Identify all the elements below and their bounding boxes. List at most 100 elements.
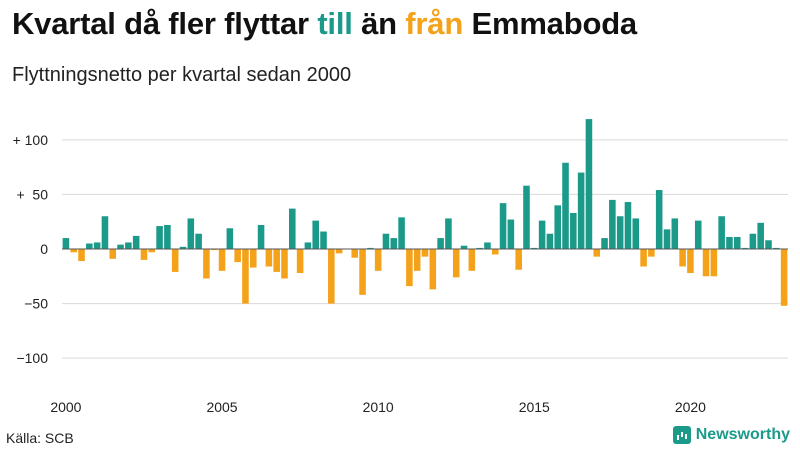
bar: [624, 202, 632, 249]
bar: [460, 245, 468, 249]
bar: [491, 249, 499, 255]
bar: [226, 228, 234, 249]
bar-chart-icon: [672, 426, 691, 444]
bar: [359, 249, 366, 295]
bar: [671, 218, 679, 249]
bar: [694, 220, 702, 249]
bar: [304, 242, 312, 249]
title-part-3: Emmaboda: [463, 6, 637, 41]
bar: [257, 224, 265, 249]
bar: [413, 249, 421, 271]
bar: [406, 249, 413, 287]
bar: [655, 190, 663, 249]
bar: [289, 208, 296, 249]
brand-name: Newsworthy: [695, 426, 790, 443]
bar: [609, 199, 616, 250]
bar: [132, 235, 140, 249]
x-tick-label: 2015: [519, 399, 550, 415]
y-tick-label: + 100: [13, 132, 49, 148]
bar: [374, 249, 382, 271]
bar: [320, 231, 327, 249]
x-tick-label: 2020: [675, 399, 706, 415]
bar: [70, 249, 77, 253]
bar: [484, 242, 491, 249]
title-part-2: än: [352, 6, 406, 41]
bar: [554, 205, 561, 249]
chart-title: Kvartal då fler flyttar till än från Emm…: [12, 6, 637, 42]
bar: [117, 244, 124, 249]
bar: [140, 249, 148, 260]
y-tick-label: 0: [40, 241, 48, 257]
bar: [710, 249, 718, 277]
newsworthy-logo: Newsworthy: [672, 426, 790, 444]
bar: [210, 249, 218, 251]
bar: [702, 249, 710, 277]
bar: [726, 236, 733, 249]
bar: [421, 249, 429, 257]
bar: [476, 247, 483, 249]
bar: [335, 249, 343, 254]
bar: [273, 249, 280, 272]
bar: [125, 242, 132, 249]
bar: [437, 238, 444, 249]
bar: [780, 249, 788, 306]
bar: [265, 249, 273, 267]
bar: [242, 249, 249, 304]
bar: [234, 249, 241, 263]
title-fran: från: [405, 6, 464, 41]
bar: [616, 216, 624, 249]
bar: [203, 249, 210, 279]
bar: [390, 238, 398, 249]
bar: [546, 233, 554, 249]
bar: [499, 203, 507, 249]
bar: [296, 249, 304, 274]
bar: [570, 212, 577, 249]
title-till: till: [317, 6, 353, 41]
y-tick-label: −100: [16, 350, 48, 366]
x-tick-label: 2005: [206, 399, 237, 415]
bar: [523, 185, 530, 249]
bar: [632, 218, 640, 249]
bar: [640, 249, 647, 267]
bar: [78, 249, 85, 262]
bar: [757, 222, 764, 249]
bar: [93, 242, 101, 249]
bar: [382, 233, 390, 249]
bar: [86, 243, 93, 249]
bar: [531, 247, 538, 249]
bar: [179, 246, 187, 249]
bar: [515, 249, 522, 270]
bar: [62, 238, 70, 249]
bar: [281, 249, 288, 279]
bar: [538, 220, 546, 249]
bar: [148, 249, 156, 253]
bar: [577, 172, 585, 249]
chart-subtitle: Flyttningsnetto per kvartal sedan 2000: [12, 64, 352, 86]
bar: [351, 249, 359, 258]
bar: [648, 249, 655, 257]
bar: [187, 218, 195, 249]
bar: [218, 249, 226, 271]
bar: [687, 249, 694, 274]
bar: [679, 249, 686, 267]
bar: [663, 229, 671, 249]
bar: [156, 226, 163, 249]
bar: [562, 162, 569, 249]
bar: [195, 233, 202, 249]
bar: [741, 247, 749, 249]
y-tick-label: −50: [24, 296, 48, 312]
bar: [367, 247, 374, 249]
bar: [749, 233, 757, 249]
bar: [593, 249, 601, 257]
bar: [445, 218, 452, 249]
bar: [328, 249, 335, 304]
bar: [733, 236, 741, 249]
title-part-1: Kvartal då fler flyttar: [12, 6, 318, 41]
bar: [171, 249, 179, 272]
bar: [468, 249, 476, 271]
x-tick-label: 2010: [363, 399, 394, 415]
bar: [164, 224, 171, 249]
bar: [101, 216, 109, 249]
bar: [765, 240, 772, 249]
